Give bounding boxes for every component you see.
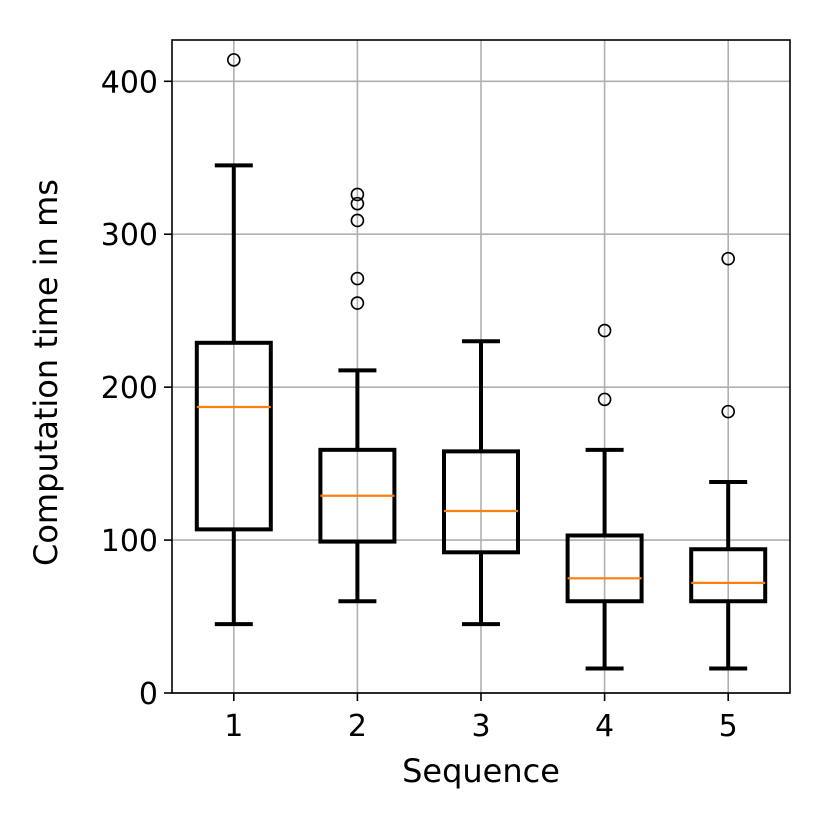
outlier-point bbox=[227, 53, 241, 67]
y-tick-label: 400 bbox=[101, 65, 158, 100]
outlier-point bbox=[597, 323, 612, 338]
y-tick-label: 0 bbox=[139, 677, 158, 712]
y-tick-label: 200 bbox=[101, 371, 158, 406]
x-tick-label: 1 bbox=[224, 709, 243, 744]
outlier-point bbox=[350, 296, 365, 310]
y-tick-label: 300 bbox=[101, 218, 158, 253]
iqr-box bbox=[194, 340, 273, 532]
y-axis: 0 100 200 300 400 bbox=[101, 65, 172, 712]
outlier-point bbox=[597, 392, 612, 407]
outlier-point bbox=[721, 404, 736, 419]
outlier-point bbox=[721, 251, 736, 266]
x-tick-label: 4 bbox=[595, 709, 614, 744]
box-group bbox=[194, 53, 273, 627]
iqr-box bbox=[565, 533, 644, 604]
y-axis-label: Computation time in ms bbox=[27, 179, 65, 566]
box-group bbox=[442, 339, 520, 627]
y-tick-label: 100 bbox=[101, 524, 158, 559]
iqr-box bbox=[442, 449, 520, 555]
x-tick-label: 5 bbox=[719, 709, 738, 744]
box-group bbox=[565, 323, 644, 671]
outlier-point bbox=[350, 213, 365, 228]
x-axis-label: Sequence bbox=[402, 752, 560, 790]
iqr-box bbox=[689, 547, 768, 604]
outlier-point bbox=[350, 196, 365, 211]
box-group bbox=[318, 187, 397, 604]
box-group bbox=[689, 251, 768, 671]
x-axis: 1 2 3 4 5 bbox=[224, 693, 738, 744]
outlier-point bbox=[350, 187, 365, 202]
x-tick-label: 2 bbox=[348, 709, 367, 744]
outlier-point bbox=[350, 271, 365, 286]
x-tick-label: 3 bbox=[471, 709, 490, 744]
box-series bbox=[194, 53, 768, 671]
